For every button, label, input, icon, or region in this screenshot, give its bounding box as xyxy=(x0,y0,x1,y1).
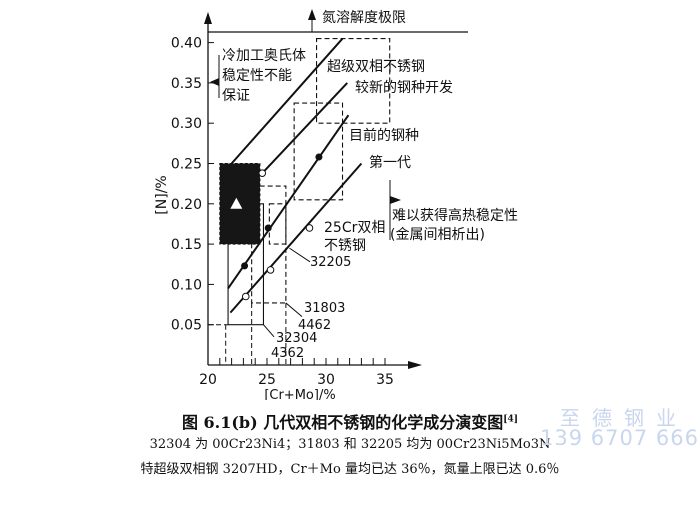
series-line xyxy=(229,162,363,314)
cr25-label-1: 25Cr双相 xyxy=(324,220,385,236)
hot-stability-label-2: (金属间相析出) xyxy=(390,227,485,243)
open-point xyxy=(305,224,314,232)
x-tick-label: 35 xyxy=(376,372,394,388)
filled-point xyxy=(241,262,249,270)
hot-stability-label-1: 难以获得高热稳定性 xyxy=(392,207,518,224)
y-tick-label: 0.05 xyxy=(171,318,202,334)
series-line xyxy=(230,37,344,165)
open-point xyxy=(241,292,250,301)
filled-point xyxy=(315,153,323,161)
x-tick-label: 30 xyxy=(317,372,335,388)
arrow-right-icon xyxy=(390,196,401,204)
newer-grades-label: 较新的钢种开发 xyxy=(355,80,453,96)
x-axis-label: [Cr+Mo]/% xyxy=(264,388,335,400)
region-box xyxy=(268,203,287,245)
arrow-up-icon xyxy=(308,9,316,20)
grade-32304-label: 32304 xyxy=(276,331,317,346)
x-tick-label: 25 xyxy=(258,372,276,388)
annotations: 氮溶解度极限 冷加工奥氏体 稳定性不能 保证 超级双相不锈钢 较新的钢种开发 目… xyxy=(154,10,518,400)
x-tick-label: 20 xyxy=(199,372,217,388)
y-tick-label: 0.25 xyxy=(171,157,202,173)
note-line-2: 特超级双相钢 3207HD，Cr＋Mo 量均已达 36％，氮量上限已达 0.6％ xyxy=(140,462,560,477)
y-tick-label: 0.30 xyxy=(171,116,202,132)
super-duplex-label: 超级双相不锈钢 xyxy=(327,59,425,75)
y-tick-label: 0.40 xyxy=(171,36,202,52)
arrow-left-icon xyxy=(210,78,219,86)
filled-point xyxy=(264,224,272,232)
watermark-name: 至德钢业 xyxy=(560,406,688,430)
x-axis-arrow-icon xyxy=(408,361,422,369)
open-point xyxy=(266,266,275,274)
axes: 20 25 30 35 0.05 0.10 0.15 0.20 0.25 0.30 0.35 0.40 xyxy=(171,9,468,388)
cr25-label-2: 不锈钢 xyxy=(324,238,366,254)
current-grades-label: 目前的钢种 xyxy=(349,127,419,144)
cold-work-label-2: 稳定性不能 xyxy=(222,68,292,84)
grade-4362-label: 4362 xyxy=(271,346,304,361)
figure-caption: 图 6.1(b) 几代双相不锈钢的化学成分演变图[4] xyxy=(0,409,700,433)
grade-32205-label: 32205 xyxy=(310,255,351,270)
solubility-limit-label: 氮溶解度极限 xyxy=(322,10,406,26)
cold-work-label-3: 保证 xyxy=(222,88,250,104)
region-box xyxy=(316,38,391,124)
chart: 20 25 30 35 0.05 0.10 0.15 0.20 0.25 0.30 0.35 0.40… xyxy=(154,9,518,400)
y-axis-arrow-icon xyxy=(204,12,212,24)
regions xyxy=(208,38,391,365)
watermark-phone: 139 6707 6667 xyxy=(540,426,700,450)
caption-ref: [4] xyxy=(503,414,519,425)
y-tick-label: 0.15 xyxy=(171,237,202,253)
grade-31803-label: 31803 xyxy=(304,301,345,316)
series-line xyxy=(227,114,350,290)
cold-work-label-1: 冷加工奥氏体 xyxy=(222,47,306,64)
grade-4462-label: 4462 xyxy=(298,318,331,333)
y-tick-label: 0.10 xyxy=(171,277,202,293)
y-tick-label: 0.20 xyxy=(171,197,202,213)
leader-32304 xyxy=(263,324,275,338)
y-axis-label: [N]/% xyxy=(154,175,170,214)
series-lines xyxy=(227,37,363,314)
first-gen-label: 第一代 xyxy=(369,154,411,171)
triangle-marker-icon xyxy=(230,197,243,209)
leader-31803 xyxy=(285,302,303,318)
series-line xyxy=(261,82,348,174)
y-tick-label: 0.35 xyxy=(171,76,202,92)
caption-text: 图 6.1(b) 几代双相不锈钢的化学成分演变图 xyxy=(181,413,504,432)
open-point xyxy=(258,169,267,177)
note-line-1: 32304 为 00Cr23Ni4；31803 和 32205 均为 00Cr2… xyxy=(149,437,551,452)
region-box xyxy=(293,102,344,201)
leader-32205 xyxy=(289,247,311,263)
region-box xyxy=(219,163,261,245)
